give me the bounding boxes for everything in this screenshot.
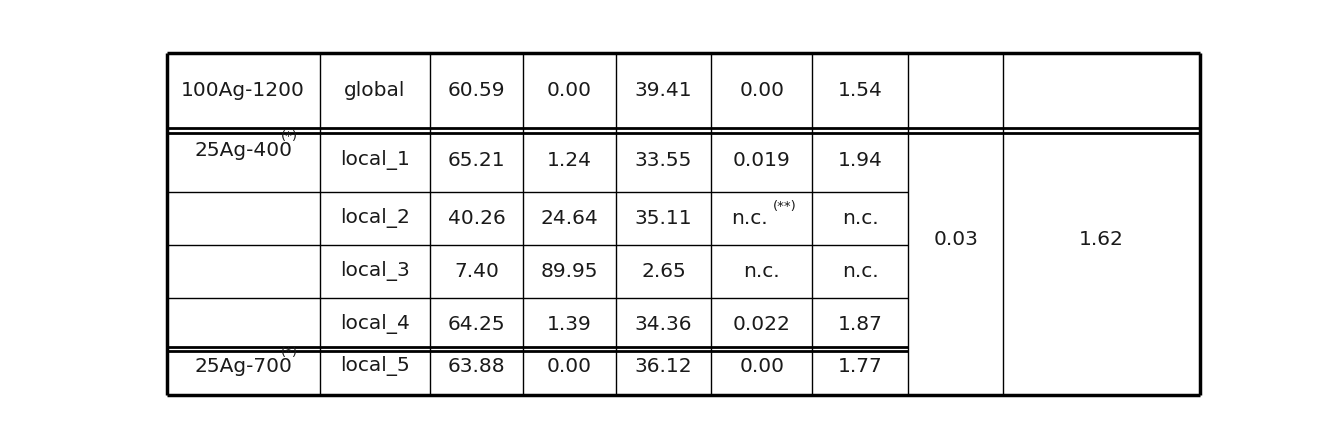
Text: 7.40: 7.40 xyxy=(455,262,499,281)
Text: 63.88: 63.88 xyxy=(448,357,505,376)
Text: n.c.: n.c. xyxy=(744,262,780,281)
Text: 0.00: 0.00 xyxy=(740,357,784,376)
Text: 0.00: 0.00 xyxy=(547,81,592,100)
Text: n.c.: n.c. xyxy=(730,209,768,228)
Text: 1.24: 1.24 xyxy=(547,151,592,170)
Text: 1.94: 1.94 xyxy=(838,151,882,170)
Text: 24.64: 24.64 xyxy=(541,209,599,228)
Text: 0.022: 0.022 xyxy=(733,315,790,334)
Text: 60.59: 60.59 xyxy=(448,81,505,100)
Text: 1.54: 1.54 xyxy=(838,81,882,100)
Text: (*): (*) xyxy=(281,131,299,143)
Text: 0.019: 0.019 xyxy=(733,151,790,170)
Text: local_3: local_3 xyxy=(340,261,409,281)
Text: 25Ag-400: 25Ag-400 xyxy=(195,141,292,160)
Text: 0.03: 0.03 xyxy=(933,230,978,249)
Text: 89.95: 89.95 xyxy=(541,262,599,281)
Text: 1.87: 1.87 xyxy=(838,315,882,334)
Text: 1.62: 1.62 xyxy=(1080,230,1124,249)
Text: global: global xyxy=(344,81,405,100)
Text: n.c.: n.c. xyxy=(842,262,878,281)
Text: 34.36: 34.36 xyxy=(635,315,692,334)
Text: 2.65: 2.65 xyxy=(641,262,686,281)
Text: 64.25: 64.25 xyxy=(448,315,505,334)
Text: 33.55: 33.55 xyxy=(635,151,692,170)
Text: local_1: local_1 xyxy=(340,150,409,170)
Text: local_2: local_2 xyxy=(340,208,409,228)
Text: n.c.: n.c. xyxy=(842,209,878,228)
Text: 1.39: 1.39 xyxy=(547,315,592,334)
Text: 1.77: 1.77 xyxy=(838,357,882,376)
Text: 36.12: 36.12 xyxy=(635,357,692,376)
Text: 35.11: 35.11 xyxy=(635,209,692,228)
Text: 0.00: 0.00 xyxy=(547,357,592,376)
Text: 0.00: 0.00 xyxy=(740,81,784,100)
Text: (**): (**) xyxy=(773,200,796,213)
Text: 100Ag-1200: 100Ag-1200 xyxy=(181,81,305,100)
Text: 25Ag-700: 25Ag-700 xyxy=(195,357,292,376)
Text: 40.26: 40.26 xyxy=(448,209,505,228)
Text: 39.41: 39.41 xyxy=(635,81,692,100)
Text: (*): (*) xyxy=(281,346,299,359)
Text: local_4: local_4 xyxy=(340,314,409,334)
Text: 65.21: 65.21 xyxy=(448,151,505,170)
Text: local_5: local_5 xyxy=(340,356,409,376)
